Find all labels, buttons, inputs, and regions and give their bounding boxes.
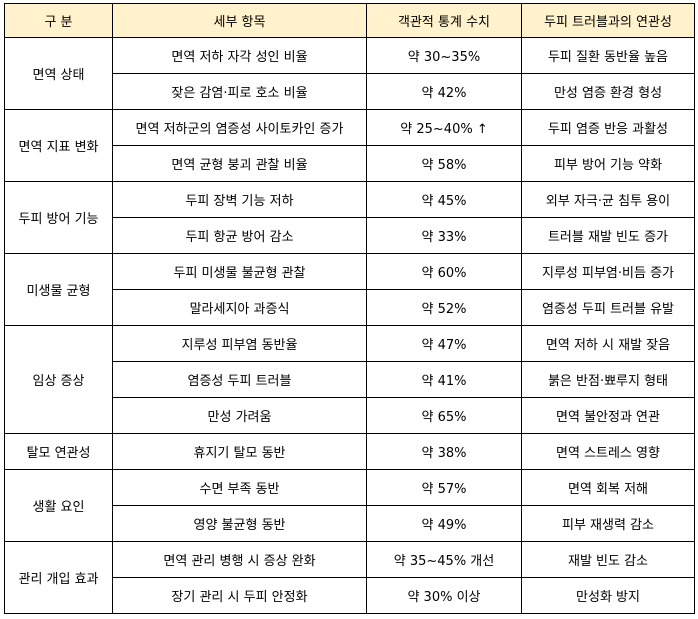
category-cell: 면역 상태 [4,37,113,110]
scalp-immunity-table: 구 분 세부 항목 객관적 통계 수치 두피 트러블과의 연관성 면역 상태 면역… [4,3,695,614]
statistic-cell: 약 30~35% [366,37,522,74]
relation-cell: 트러블 재발 빈도 증가 [521,217,695,254]
relation-cell: 재발 빈도 감소 [521,541,695,578]
statistic-cell: 약 30% 이상 [366,577,522,614]
statistic-cell: 약 38% [366,433,522,470]
category-cell: 미생물 균형 [4,253,113,326]
statistic-cell: 약 57% [366,469,522,506]
category-cell: 두피 방어 기능 [4,181,113,254]
item-cell: 말라세지아 과증식 [112,289,367,326]
statistic-cell: 약 65% [366,397,522,434]
category-cell: 면역 지표 변화 [4,109,113,182]
table-row: 탈모 연관성 휴지기 탈모 동반 약 38% 면역 스트레스 영향 [4,433,695,470]
item-cell: 휴지기 탈모 동반 [112,433,367,470]
item-cell: 지루성 피부염 동반율 [112,325,367,362]
statistic-cell: 약 33% [366,217,522,254]
table-row: 면역 균형 붕괴 관찰 비율 약 58% 피부 방어 기능 약화 [5,145,695,182]
item-cell: 영양 불균형 동반 [112,505,367,542]
relation-cell: 염증성 두피 트러블 유발 [521,289,695,326]
table-row: 잦은 감염·피로 호소 비율 약 42% 만성 염증 환경 형성 [5,73,695,110]
table-body: 면역 상태 면역 저하 자각 성인 비율 약 30~35% 두피 질환 동반율 높음 잦… [4,37,695,614]
item-cell: 두피 장벽 기능 저하 [112,181,367,218]
statistic-cell: 약 35~45% 개선 [366,541,522,578]
header-statistic: 객관적 통계 수치 [366,3,522,38]
statistic-cell: 약 45% [366,181,522,218]
item-cell: 면역 저하 자각 성인 비율 [112,37,367,74]
category-cell: 생활 요인 [4,469,113,542]
table-row: 말라세지아 과증식 약 52% 염증성 두피 트러블 유발 [5,289,695,326]
statistic-cell: 약 58% [366,145,522,182]
item-cell: 면역 균형 붕괴 관찰 비율 [112,145,367,182]
item-cell: 면역 저하군의 염증성 사이토카인 증가 [112,109,367,146]
header-row: 구 분 세부 항목 객관적 통계 수치 두피 트러블과의 연관성 [4,3,695,38]
item-cell: 두피 항균 방어 감소 [112,217,367,254]
statistic-cell: 약 49% [366,505,522,542]
table-row: 영양 불균형 동반 약 49% 피부 재생력 감소 [5,505,695,542]
table-row: 두피 항균 방어 감소 약 33% 트러블 재발 빈도 증가 [5,217,695,254]
category-cell: 관리 개입 효과 [4,541,113,614]
table-row: 면역 지표 변화 면역 저하군의 염증성 사이토카인 증가 약 25~40% ↑ 두피… [4,109,695,182]
relation-cell: 만성 염증 환경 형성 [521,73,695,110]
item-cell: 면역 관리 병행 시 증상 완화 [112,541,367,578]
category-cell: 탈모 연관성 [4,433,113,470]
category-cell: 임상 증상 [4,325,113,434]
relation-cell: 두피 질환 동반율 높음 [521,37,695,74]
statistic-cell: 약 60% [366,253,522,290]
relation-cell: 면역 저하 시 재발 잦음 [521,325,695,362]
relation-cell: 피부 재생력 감소 [521,505,695,542]
relation-cell: 피부 방어 기능 약화 [521,145,695,182]
header-item: 세부 항목 [112,3,367,38]
table-row: 면역 상태 면역 저하 자각 성인 비율 약 30~35% 두피 질환 동반율 높음 [4,37,695,110]
statistic-cell: 약 47% [366,325,522,362]
item-cell: 수면 부족 동반 [112,469,367,506]
item-cell: 염증성 두피 트러블 [112,361,367,398]
relation-cell: 면역 불안정과 연관 [521,397,695,434]
statistic-cell: 약 25~40% ↑ [366,109,522,146]
relation-cell: 두피 염증 반응 과활성 [521,109,695,146]
statistic-cell: 약 52% [366,289,522,326]
header-relation: 두피 트러블과의 연관성 [521,3,695,38]
table-row: 만성 가려움 약 65% 면역 불안정과 연관 [5,397,695,434]
item-cell: 두피 미생물 불균형 관찰 [112,253,367,290]
item-cell: 만성 가려움 [112,397,367,434]
table-row: 관리 개입 효과 면역 관리 병행 시 증상 완화 약 35~45% 개선 재발 빈도… [4,541,695,614]
statistic-cell: 약 42% [366,73,522,110]
relation-cell: 면역 회복 저해 [521,469,695,506]
table-row: 장기 관리 시 두피 안정화 약 30% 이상 만성화 방지 [5,577,695,614]
relation-cell: 붉은 반점·뾰루지 형태 [521,361,695,398]
table-row: 미생물 균형 두피 미생물 불균형 관찰 약 60% 지루성 피부염·비듬 증가 [4,253,695,326]
table-row: 생활 요인 수면 부족 동반 약 57% 면역 회복 저해 [4,469,695,542]
table-row: 염증성 두피 트러블 약 41% 붉은 반점·뾰루지 형태 [5,361,695,398]
relation-cell: 지루성 피부염·비듬 증가 [521,253,695,290]
relation-cell: 면역 스트레스 영향 [521,433,695,470]
relation-cell: 외부 자극·균 침투 용이 [521,181,695,218]
table-row: 두피 방어 기능 두피 장벽 기능 저하 약 45% 외부 자극·균 침투 용이 [4,181,695,254]
table-row: 임상 증상 지루성 피부염 동반율 약 47% 면역 저하 시 재발 잦음 [4,325,695,434]
header-category: 구 분 [4,3,113,38]
item-cell: 잦은 감염·피로 호소 비율 [112,73,367,110]
relation-cell: 만성화 방지 [521,577,695,614]
statistic-cell: 약 41% [366,361,522,398]
item-cell: 장기 관리 시 두피 안정화 [112,577,367,614]
